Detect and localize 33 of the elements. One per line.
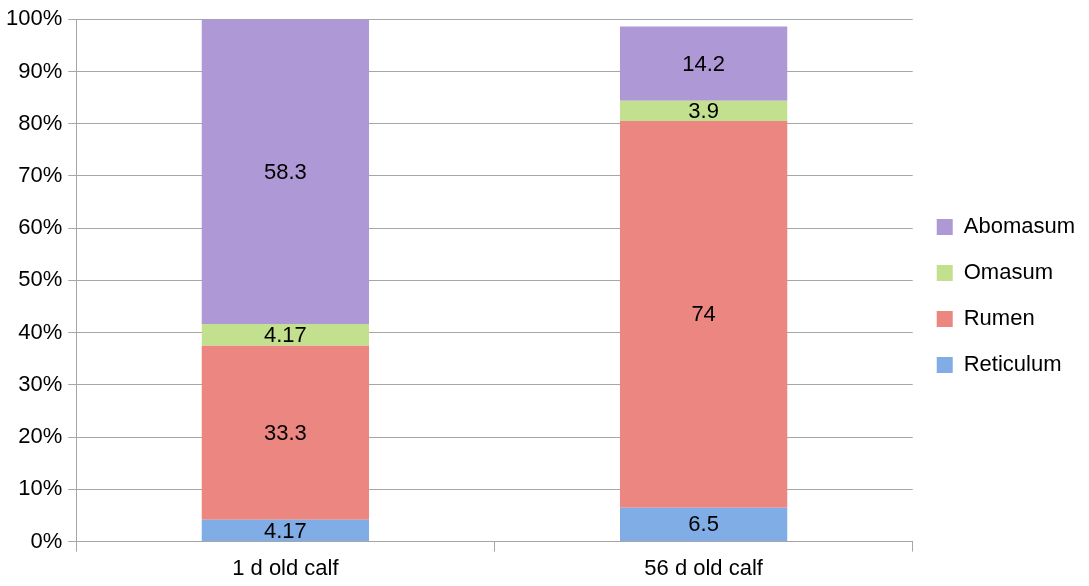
bar: [619, 26, 788, 101]
bar: [201, 345, 370, 520]
data-label: 4.17: [263, 322, 307, 348]
y-tick-label: 70%: [18, 161, 63, 187]
y-tick-label: 0%: [30, 527, 63, 553]
y-tick-label: 60%: [18, 214, 63, 240]
bar: [201, 519, 370, 542]
data-label: 14.2: [682, 50, 726, 76]
legend-label: Reticulum: [963, 351, 1062, 377]
legend-label: Omasum: [963, 259, 1053, 285]
bar: [201, 324, 370, 346]
legend-label: Rumen: [963, 305, 1035, 331]
bar: [201, 19, 370, 325]
y-tick-label: 40%: [18, 318, 63, 344]
data-label: 6.5: [688, 511, 719, 537]
data-label: 74: [691, 301, 716, 327]
y-tick-label: 50%: [18, 266, 63, 292]
bar: [619, 100, 788, 122]
x-tick-label: 1 d old calf: [232, 554, 340, 580]
bar: [619, 121, 788, 508]
data-label: 4.17: [263, 517, 307, 543]
y-tick-label: 80%: [18, 109, 63, 135]
y-tick-label: 90%: [18, 57, 63, 83]
bar: [619, 507, 788, 542]
data-label: 3.9: [688, 97, 719, 123]
x-tick-label: 56 d old calf: [644, 554, 764, 580]
data-label: 33.3: [263, 419, 307, 445]
y-tick-label: 20%: [18, 423, 63, 449]
y-tick-label: 100%: [5, 5, 63, 31]
data-label: 58.3: [263, 158, 307, 184]
legend-label: Abomasum: [963, 213, 1076, 239]
y-tick-label: 10%: [18, 475, 63, 501]
y-tick-label: 30%: [18, 370, 63, 396]
